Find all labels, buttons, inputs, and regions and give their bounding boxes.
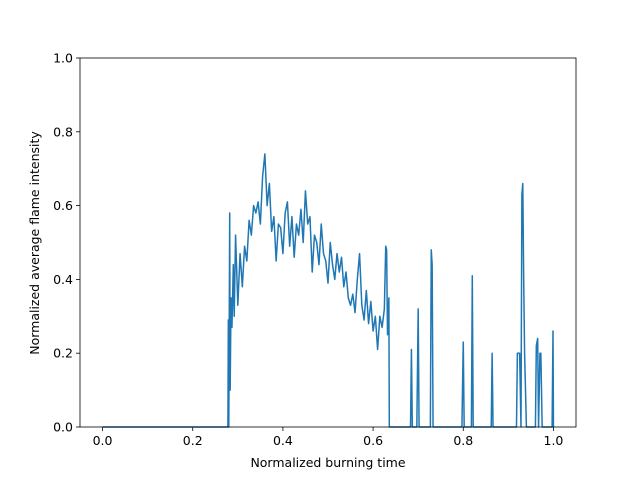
data-line [102,153,555,428]
x-tick-label: 0.4 [273,433,293,448]
x-axis-label: Normalized burning time [250,455,405,470]
y-tick-label: 0.8 [53,124,73,139]
x-tick-label: 0.2 [183,433,203,448]
x-tick-label: 0.8 [453,433,473,448]
x-tick-label: 1.0 [544,433,564,448]
y-tick-label: 0.2 [53,346,73,361]
plot-frame [79,57,577,428]
x-tick-label: 0.6 [363,433,383,448]
y-tick-label: 1.0 [53,51,73,66]
y-axis-label: Normalized average flame intensity [27,131,42,355]
x-tick-label: 0.0 [93,433,113,448]
y-tick-label: 0.4 [53,272,73,287]
y-tick-label: 0.6 [53,198,73,213]
y-tick-label: 0.0 [53,420,73,435]
